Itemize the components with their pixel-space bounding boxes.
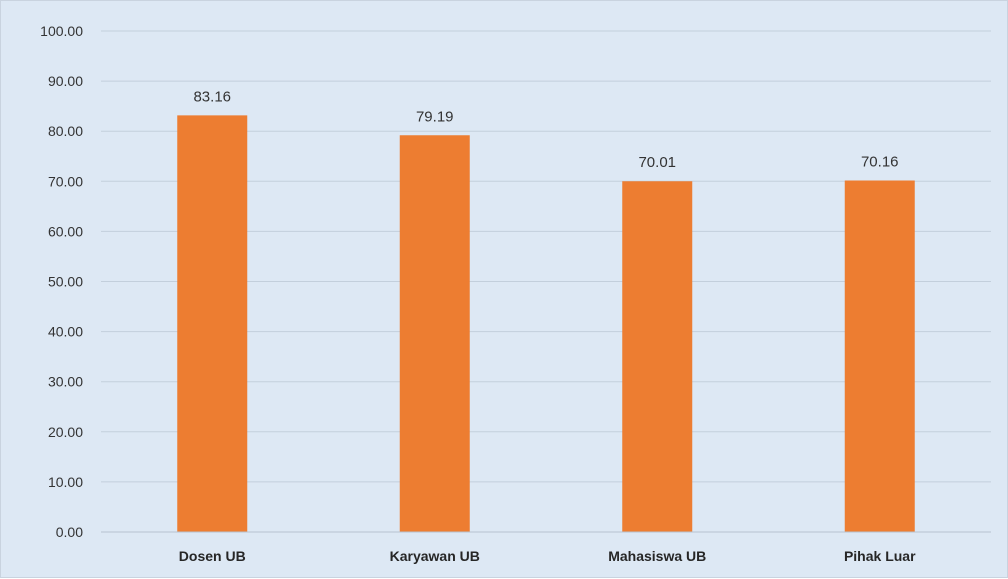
data-labels: 83.16 79.19 70.01 70.16: [193, 88, 898, 171]
bar: [399, 135, 470, 532]
y-axis: 0.00 10.00 20.00 30.00 40.00 50.00 60.00 70.00 8…: [40, 23, 83, 540]
x-axis: Dosen UB Karyawan UB Mahasiswa UB Pihak Lua…: [101, 531, 991, 564]
y-tick-label: 0.00: [56, 524, 83, 540]
data-label: 70.16: [861, 153, 899, 170]
bar: [844, 180, 915, 532]
bar: [177, 115, 248, 532]
x-tick-label: Karyawan UB: [390, 548, 480, 564]
y-tick-label: 80.00: [48, 123, 83, 139]
y-tick-label: 90.00: [48, 73, 83, 89]
data-label: 83.16: [193, 88, 231, 105]
x-tick-label: Dosen UB: [179, 548, 246, 564]
y-tick-label: 10.00: [48, 474, 83, 490]
y-tick-label: 40.00: [48, 324, 83, 340]
x-tick-label: Mahasiswa UB: [608, 548, 706, 564]
x-tick-label: Pihak Luar: [844, 548, 916, 564]
y-tick-label: 30.00: [48, 374, 83, 390]
y-tick-label: 70.00: [48, 173, 83, 189]
y-tick-label: 100.00: [40, 23, 83, 39]
bar: [622, 181, 693, 533]
data-label: 79.19: [416, 108, 454, 125]
y-tick-label: 60.00: [48, 223, 83, 239]
bars: [177, 115, 915, 533]
gridlines: [101, 30, 991, 483]
y-tick-label: 20.00: [48, 424, 83, 440]
data-label: 70.01: [638, 154, 676, 171]
y-tick-label: 50.00: [48, 274, 83, 290]
